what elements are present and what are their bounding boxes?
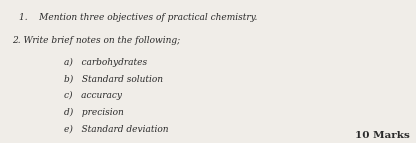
Text: 10 Marks: 10 Marks — [355, 131, 410, 140]
Text: 2. Write brief notes on the following;: 2. Write brief notes on the following; — [12, 36, 181, 44]
Text: e)   Standard deviation: e) Standard deviation — [64, 124, 169, 133]
Text: c)   accuracy: c) accuracy — [64, 91, 122, 100]
Text: d)   precision: d) precision — [64, 108, 124, 117]
Text: a)   carbohydrates: a) carbohydrates — [64, 58, 148, 67]
Text: 1.    Mention three objectives of practical chemistry.: 1. Mention three objectives of practical… — [19, 13, 257, 22]
Text: b)   Standard solution: b) Standard solution — [64, 75, 163, 84]
